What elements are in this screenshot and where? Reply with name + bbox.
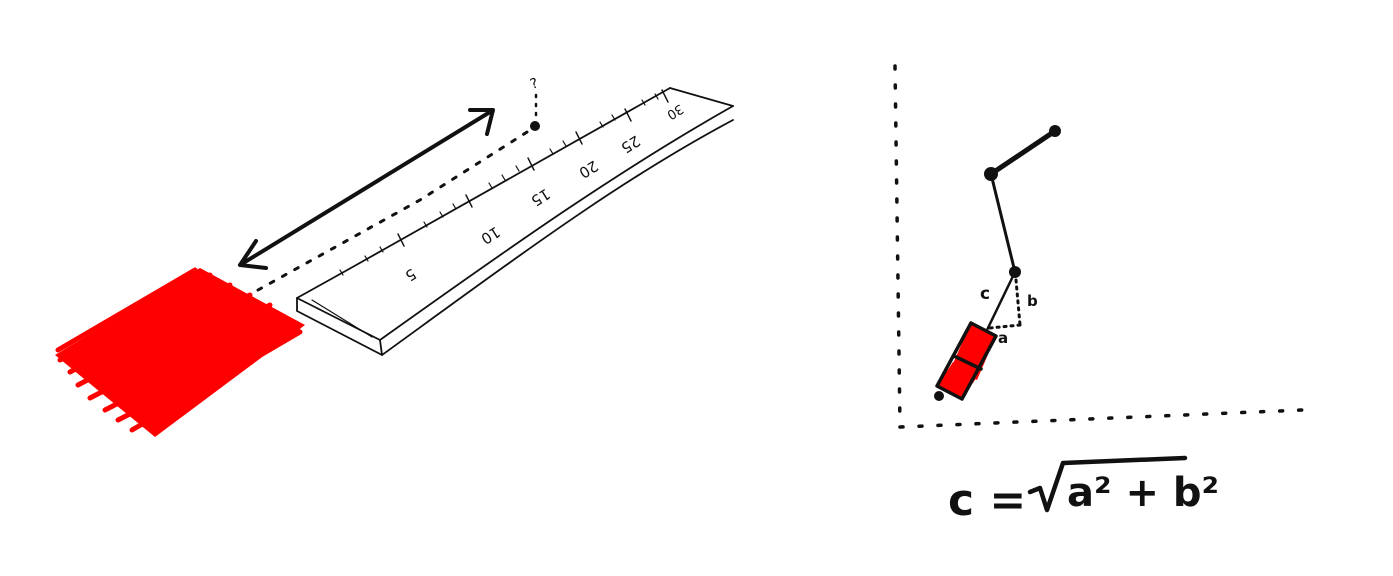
ruler-label-10: 10 [478,223,504,248]
label-b: b [1027,292,1038,310]
triangle-leg-a [988,323,1022,330]
dashed-x-axis [898,408,1304,429]
dashed-guide-line [256,125,537,292]
label-c: c [980,284,990,304]
measuring-tape [296,87,734,356]
right-sketch: c b a c = a² + b² [893,64,1304,526]
ruler-label-20: 20 [576,157,602,182]
arm-shoulder-joint [984,167,998,181]
dashed-y-axis [893,64,902,428]
label-a: a [998,329,1008,347]
ruler-label-15: 15 [528,185,554,210]
ruler-label-5: 5 [402,265,420,285]
question-mark: ? [528,75,540,93]
target-point [530,121,540,131]
gripper-end-point [934,391,944,401]
pythagorean-formula: c = a² + b² [948,455,1219,526]
arm-elbow-joint [1009,266,1021,278]
triangle-leg-b [1014,278,1022,327]
ruler-tick-labels: 5 10 15 20 25 30 [402,101,686,285]
formula-lhs: c = [948,475,1026,526]
formula-radicand: a² + b² [1067,470,1219,516]
red-gripper [934,321,998,401]
ruler-label-25: 25 [618,132,644,157]
arm-segment-top [988,128,1058,177]
arm-segment-lower [985,270,1017,332]
double-headed-arrow [238,108,495,270]
arm-segment-middle [989,172,1017,274]
ruler-label-30: 30 [664,101,686,122]
left-sketch: ? 5 10 15 20 25 30 [55,75,734,437]
sqrt-symbol [1027,455,1188,513]
arm-end-joint [1049,125,1061,137]
robot-arm [984,125,1061,332]
red-scribble-patch [55,267,305,437]
